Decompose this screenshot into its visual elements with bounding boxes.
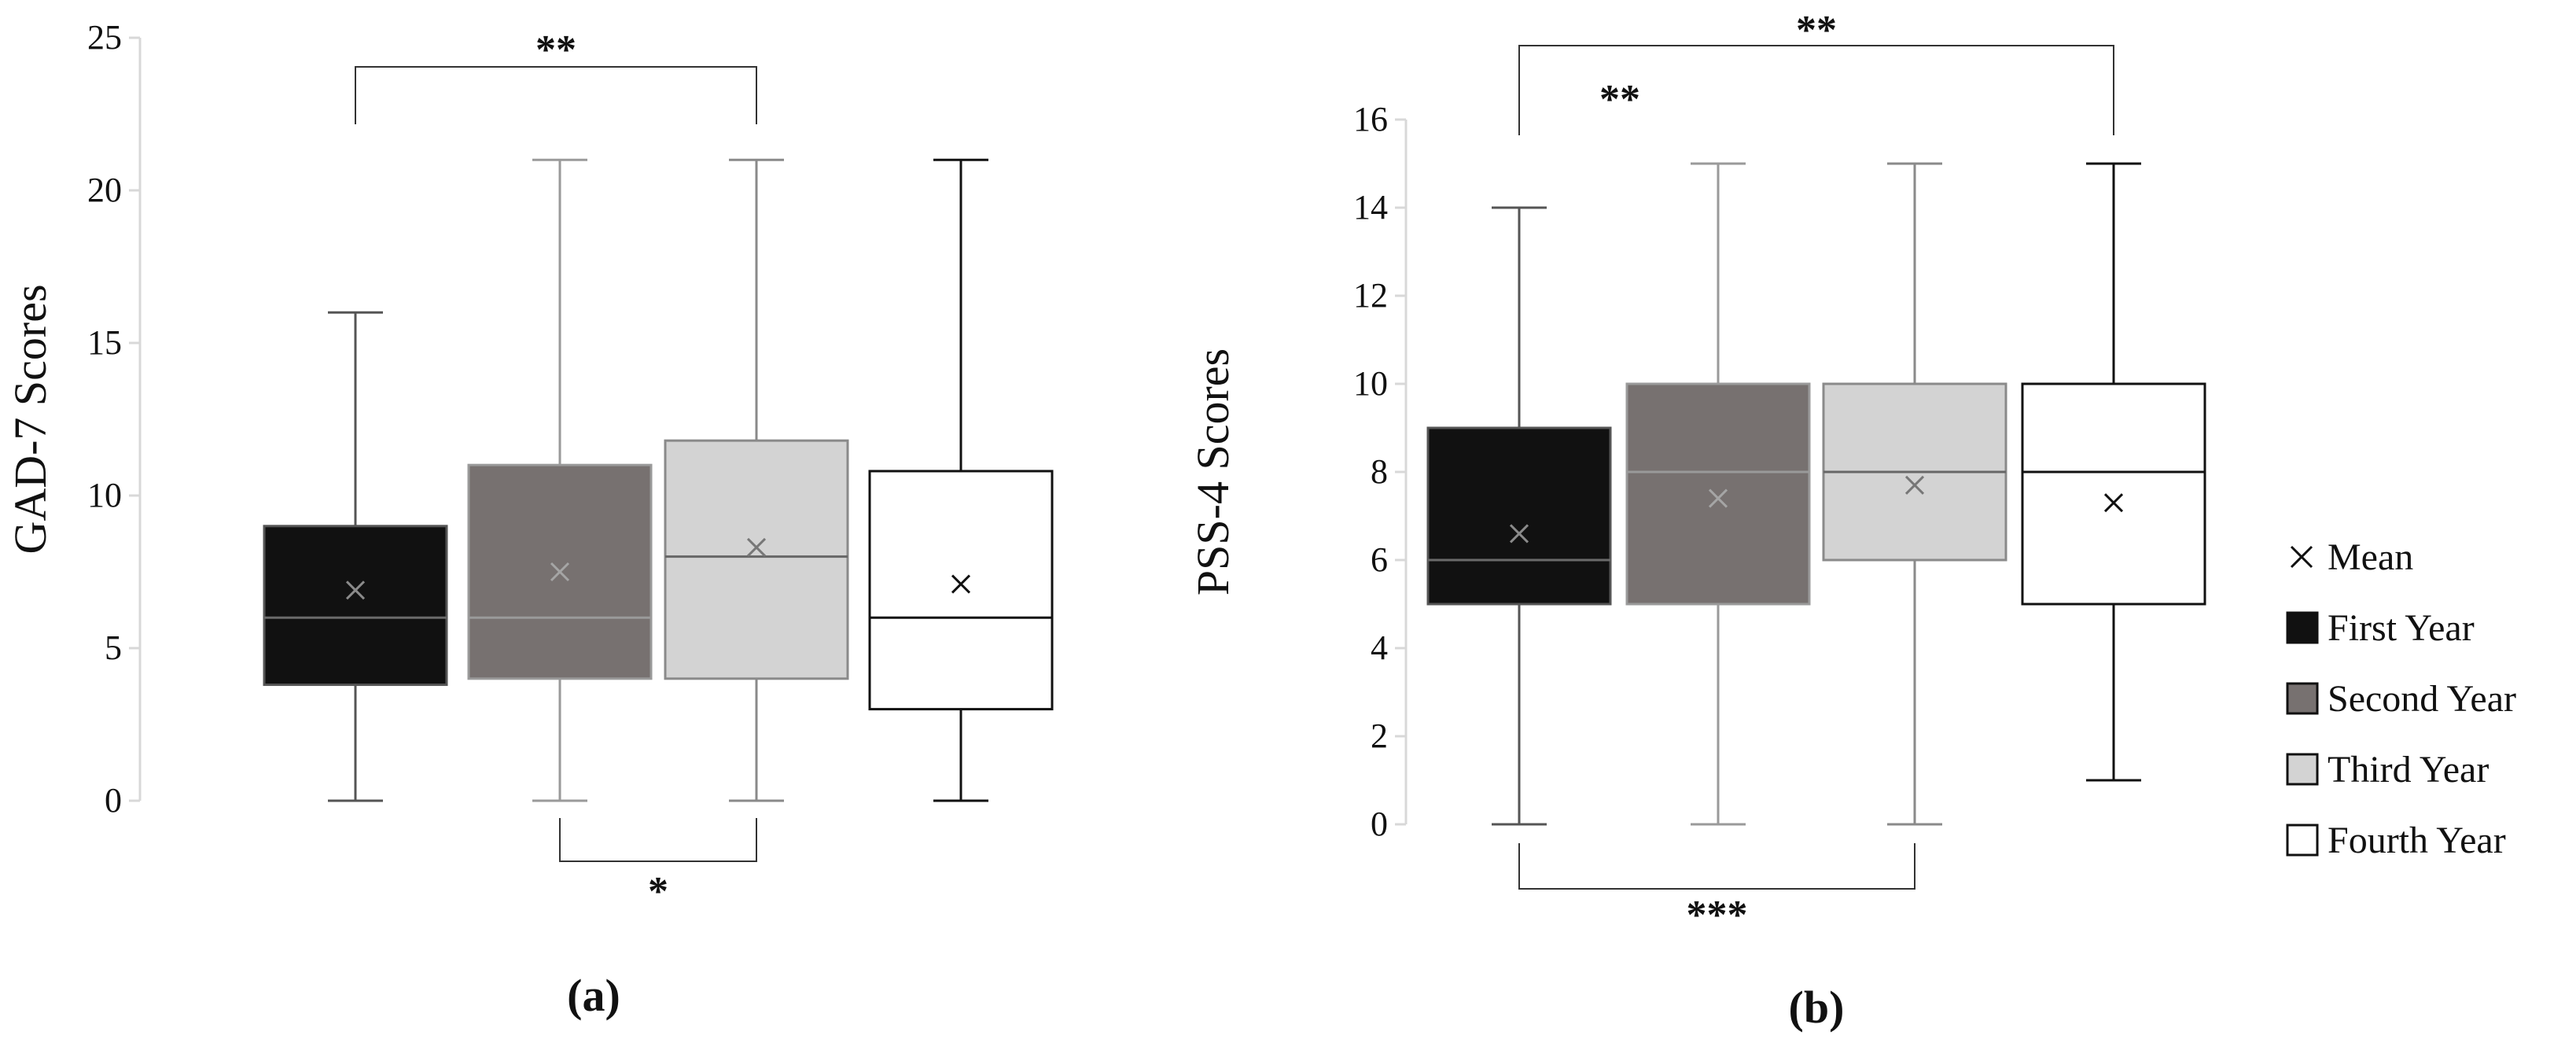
mean-marker: [746, 537, 767, 558]
legend-item-label: Fourth Year: [2328, 820, 2506, 861]
y-tick-label: 0: [1371, 805, 1388, 843]
box-group: [1625, 162, 1811, 826]
mean-marker: [951, 574, 971, 594]
y-tick-label: 4: [1371, 628, 1388, 667]
y-tick-label: 10: [1353, 364, 1388, 403]
box-iqr: [1625, 382, 1811, 606]
y-tick-label: 8: [1371, 452, 1388, 491]
legend-item-label: Third Year: [2328, 749, 2489, 790]
y-axis-label: GAD-7 Scores: [5, 284, 56, 554]
mean-marker: [2103, 493, 2124, 513]
legend-swatch: [2286, 611, 2319, 644]
significance-label: **: [1796, 8, 1837, 53]
y-tick-label: 14: [1353, 188, 1388, 227]
y-tick-label: 15: [87, 323, 122, 362]
significance-label: **: [535, 28, 576, 72]
y-tick-label: 20: [87, 171, 122, 209]
mean-marker: [550, 562, 570, 582]
y-tick-label: 10: [87, 476, 122, 514]
box-iqr: [1426, 426, 1612, 606]
y-tick-label: 6: [1371, 540, 1388, 579]
y-tick-label: 25: [87, 18, 122, 57]
significance-bracket: [355, 66, 757, 124]
legend: Mean First Year Second Year Third Year Fourt…: [2286, 536, 2516, 861]
legend-swatch: [2286, 753, 2319, 786]
legend-swatch: [2286, 682, 2319, 715]
box-group: [1822, 162, 2007, 826]
significance-label: **: [1599, 77, 1640, 122]
box-iqr: [664, 439, 849, 680]
box-group: [263, 311, 448, 802]
y-tick-label: 0: [105, 781, 122, 820]
significance-bracket: [559, 818, 757, 862]
box-group: [664, 158, 849, 802]
box-iqr: [2021, 382, 2206, 606]
box-iqr: [868, 470, 1054, 711]
y-axis-label: PSS-4 Scores: [1187, 348, 1238, 595]
y-tick-label: 12: [1353, 276, 1388, 315]
y-tick-label: 2: [1371, 717, 1388, 755]
legend-item-label: First Year: [2328, 607, 2475, 649]
box-group: [868, 158, 1054, 802]
panel-label: (b): [1789, 982, 1845, 1033]
panel-label: (a): [567, 970, 620, 1021]
mean-marker: [1904, 475, 1925, 495]
mean-marker: [1509, 524, 1529, 544]
mean-marker: [1708, 488, 1728, 508]
significance-label: ***: [1687, 893, 1748, 938]
box-iqr: [263, 525, 448, 687]
box-group: [467, 158, 653, 802]
legend-mean-icon: [2290, 545, 2313, 569]
significance-bracket: [1518, 45, 2114, 135]
significance-bracket: [1518, 843, 1915, 890]
legend-item-label: Second Year: [2328, 678, 2516, 720]
y-tick-label: 16: [1353, 100, 1388, 138]
box-group: [2021, 162, 2206, 782]
y-tick-label: 5: [105, 628, 122, 667]
box-group: [1426, 206, 1612, 826]
legend-mean-label: Mean: [2328, 536, 2413, 578]
significance-label: *: [648, 869, 668, 914]
legend-swatch: [2286, 824, 2319, 857]
mean-marker: [345, 580, 366, 600]
